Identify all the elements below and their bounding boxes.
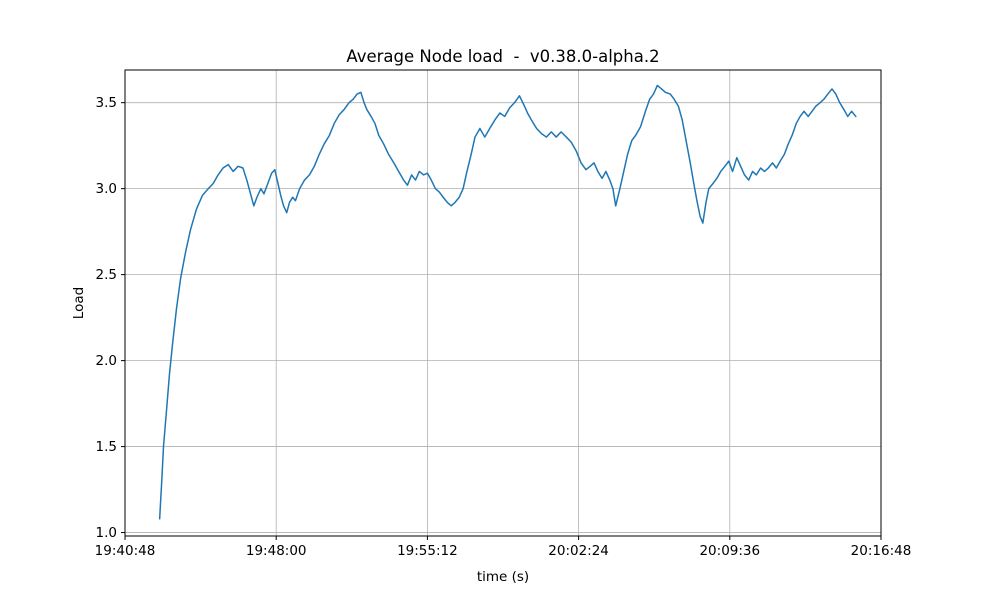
x-tick-label: 20:16:48 xyxy=(851,543,912,559)
load-series-line xyxy=(158,84,857,520)
chart-title: Average Node load - v0.38.0-alpha.2 xyxy=(346,47,659,66)
y-tick-label: 1.0 xyxy=(96,525,117,541)
y-axis-label: Load xyxy=(71,287,87,319)
plot-border xyxy=(124,69,882,537)
y-tick-label: 3.0 xyxy=(96,181,117,197)
y-tick-label: 2.0 xyxy=(96,353,117,369)
y-tick-label: 1.5 xyxy=(96,439,117,455)
grid-lines xyxy=(124,70,882,536)
y-tick-label: 3.5 xyxy=(96,95,117,111)
x-tick-label: 19:48:00 xyxy=(246,543,307,559)
y-tick-label: 2.5 xyxy=(96,267,117,283)
x-tick-label: 20:09:36 xyxy=(699,543,760,559)
x-tick-label: 19:55:12 xyxy=(397,543,458,559)
x-tick-label: 20:02:24 xyxy=(548,543,609,559)
x-axis-label: time (s) xyxy=(477,569,529,585)
data-series xyxy=(158,84,857,520)
axis-ticks: 19:40:48 19:48:00 19:55:12 20:02:24 20:09:36… xyxy=(95,95,912,559)
x-tick-label: 19:40:48 xyxy=(95,543,156,559)
